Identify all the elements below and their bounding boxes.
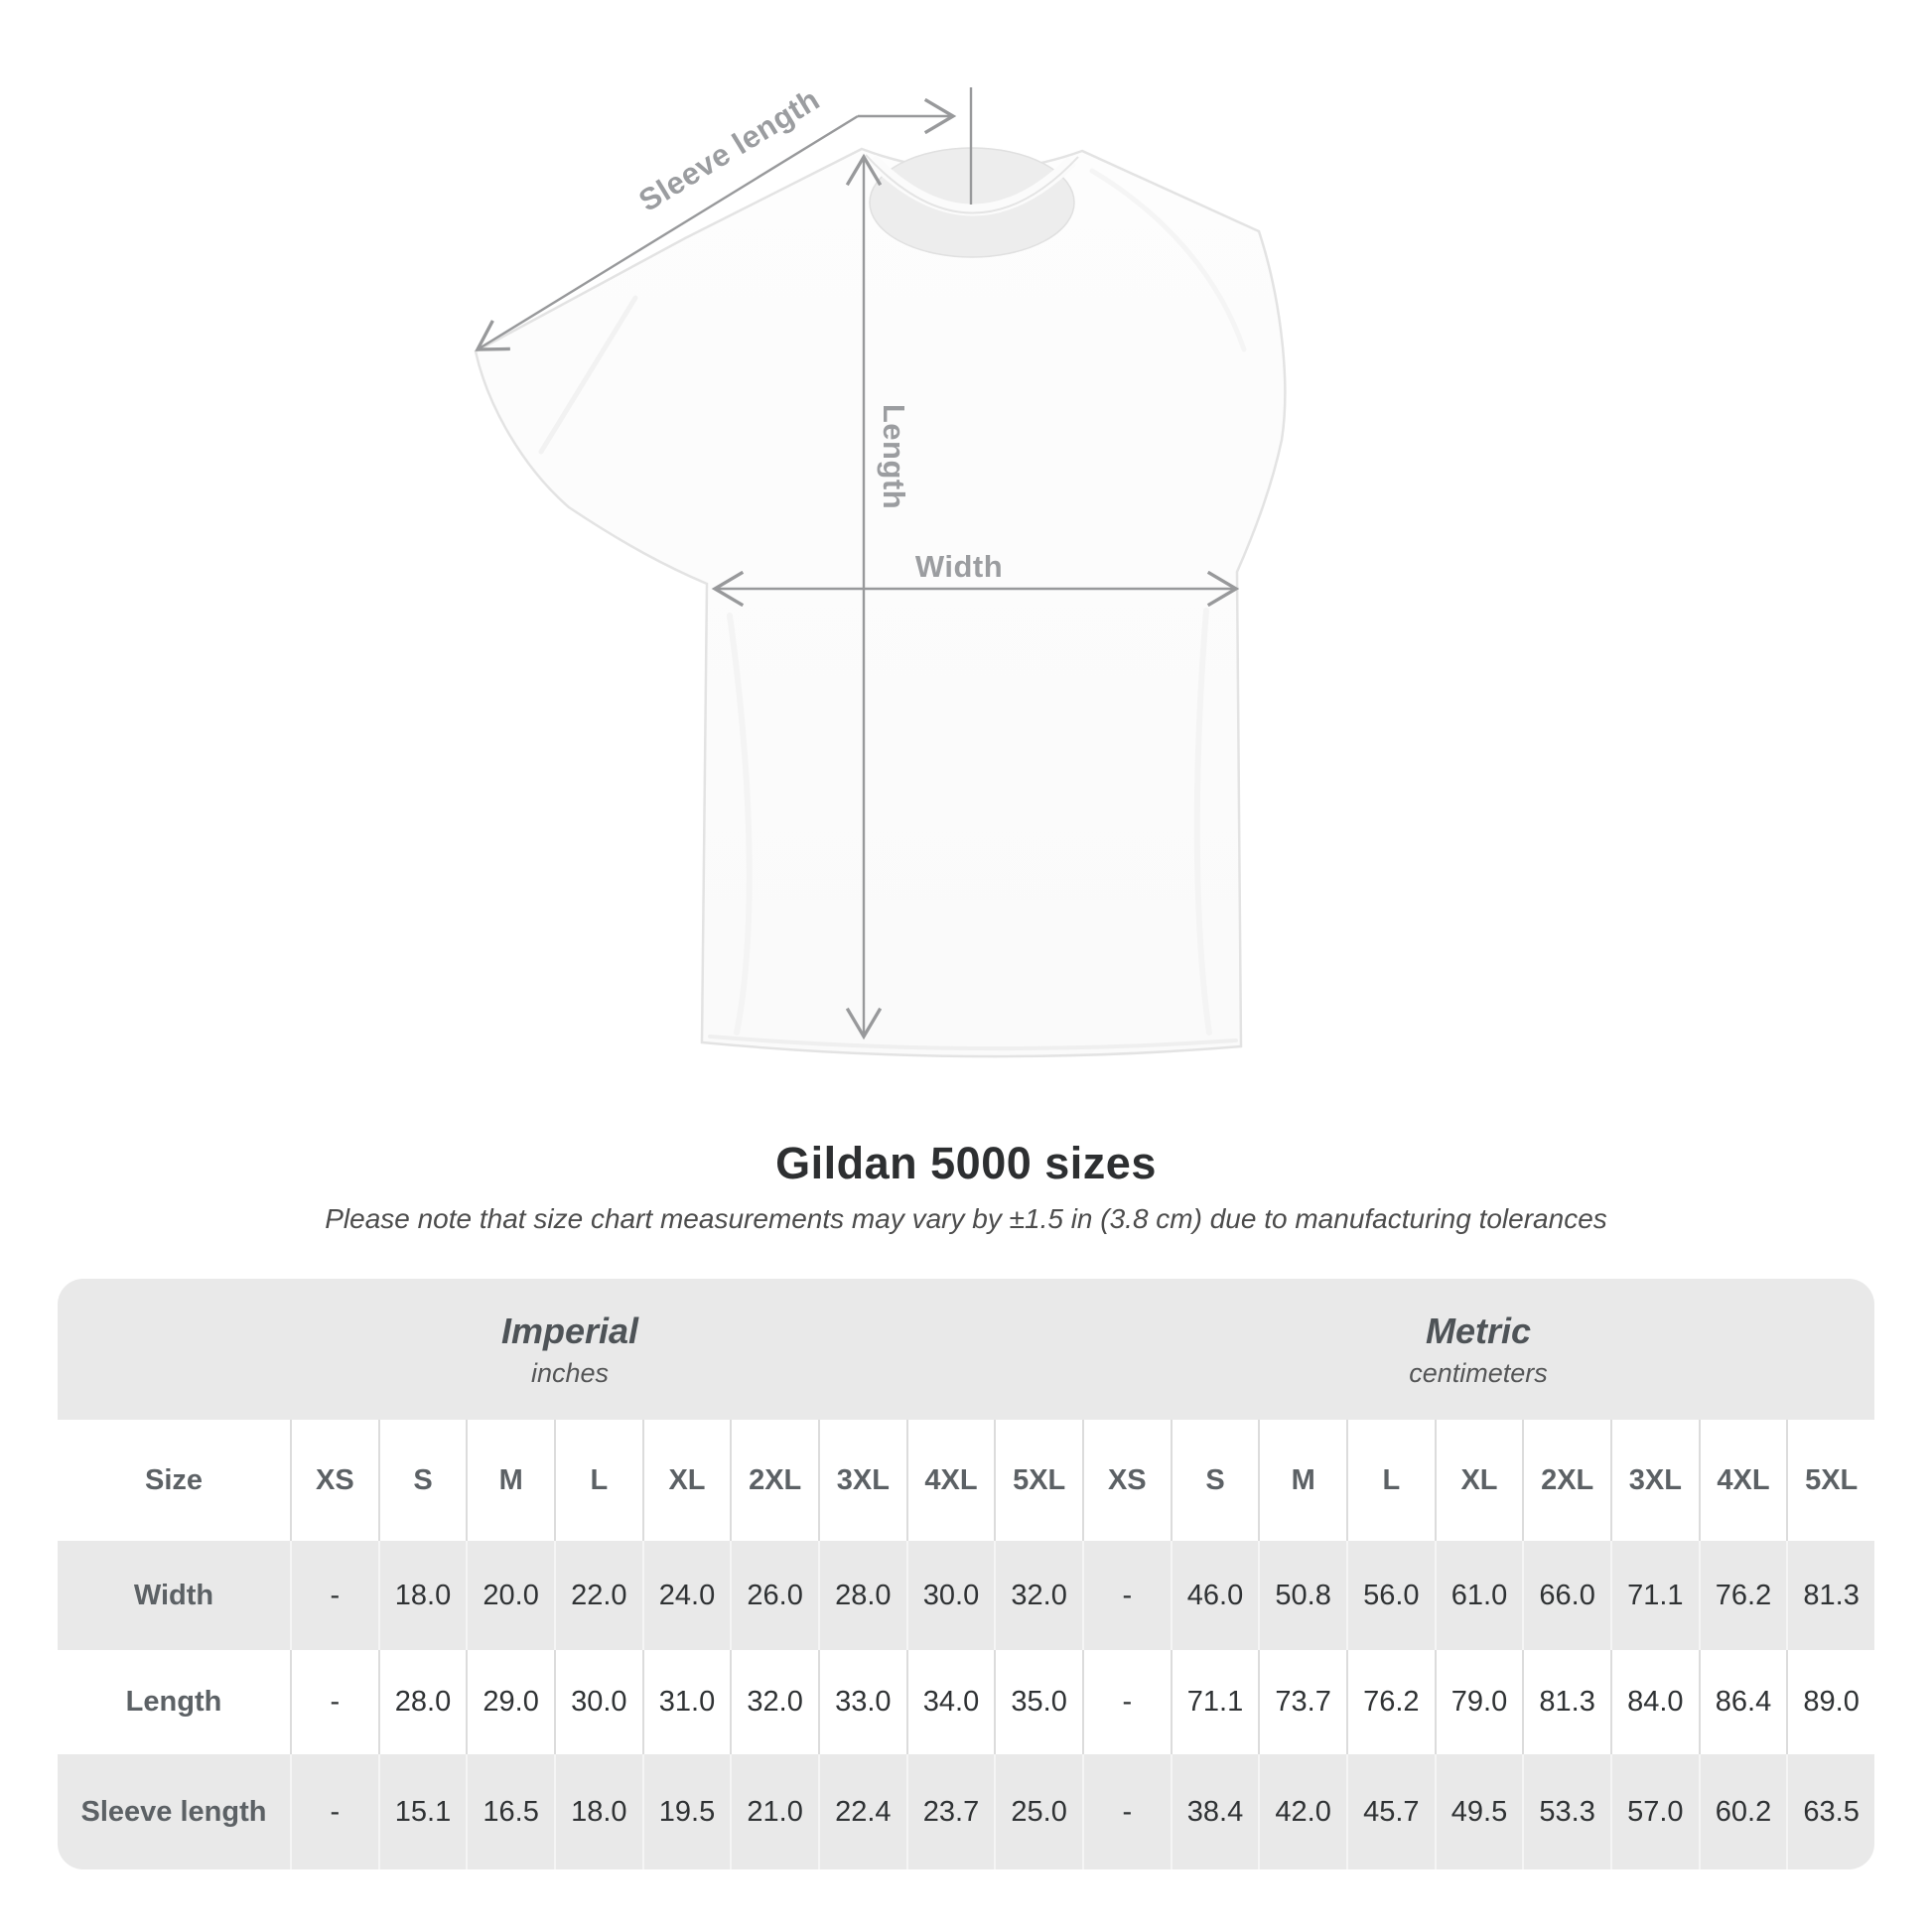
value-cell: 15.1 <box>377 1754 467 1869</box>
sleeve-length-arrow-diagonal <box>478 114 859 349</box>
value-cell: 53.3 <box>1522 1754 1610 1869</box>
value-cell: 32.0 <box>994 1541 1082 1650</box>
value-cell: 86.4 <box>1698 1650 1787 1754</box>
value-cell: 49.5 <box>1434 1754 1523 1869</box>
imperial-group-unit: inches <box>530 1357 610 1388</box>
row-label: Width <box>58 1541 290 1650</box>
value-cell: 76.2 <box>1345 1650 1435 1754</box>
value-cell: 18.0 <box>377 1541 467 1650</box>
header-cell: L <box>553 1420 642 1541</box>
measurement-lines <box>478 87 1236 1036</box>
value-cell: 60.2 <box>1698 1754 1787 1869</box>
row-label: Length <box>58 1650 290 1754</box>
value-cell: 89.0 <box>1786 1650 1874 1754</box>
header-cell: XL <box>641 1420 731 1541</box>
header-cell: 3XL <box>1609 1420 1699 1541</box>
value-cell: 50.8 <box>1258 1541 1346 1650</box>
value-cell: 81.3 <box>1786 1541 1874 1650</box>
value-cell: 45.7 <box>1345 1754 1435 1869</box>
header-cell: 4XL <box>905 1420 995 1541</box>
length-label: Length <box>877 404 911 509</box>
value-cell: 30.0 <box>905 1541 995 1650</box>
value-cell: 32.0 <box>730 1650 818 1754</box>
value-cell: 61.0 <box>1434 1541 1523 1650</box>
value-cell: 71.1 <box>1170 1650 1259 1754</box>
header-cell: 4XL <box>1698 1420 1787 1541</box>
header-cell: XS <box>1081 1420 1171 1541</box>
value-cell: 19.5 <box>641 1754 731 1869</box>
header-cell: M <box>1258 1420 1346 1541</box>
value-cell: - <box>290 1754 378 1869</box>
header-cell: 2XL <box>1522 1420 1610 1541</box>
value-cell: 79.0 <box>1434 1650 1523 1754</box>
value-cell: 34.0 <box>905 1650 995 1754</box>
value-cell: 18.0 <box>553 1754 642 1869</box>
value-cell: 22.0 <box>553 1541 642 1650</box>
tshirt-diagram: Sleeve length Length Width <box>474 81 1287 1058</box>
value-cell: - <box>1081 1754 1171 1869</box>
value-cell: 56.0 <box>1345 1541 1435 1650</box>
value-cell: 29.0 <box>466 1650 554 1754</box>
tolerance-note: Please note that size chart measurements… <box>325 1203 1607 1234</box>
value-cell: 28.0 <box>817 1541 906 1650</box>
value-cell: 76.2 <box>1698 1541 1787 1650</box>
header-cell: S <box>1170 1420 1259 1541</box>
value-cell: 73.7 <box>1258 1650 1346 1754</box>
value-cell: 33.0 <box>817 1650 906 1754</box>
value-cell: 46.0 <box>1170 1541 1259 1650</box>
metric-group-unit: centimeters <box>1409 1357 1548 1388</box>
value-cell: 28.0 <box>377 1650 467 1754</box>
tshirt-illustration <box>474 147 1287 1058</box>
row-label: Sleeve length <box>58 1754 290 1869</box>
value-cell: 66.0 <box>1522 1541 1610 1650</box>
header-cell: S <box>377 1420 467 1541</box>
page-title: Gildan 5000 sizes <box>775 1138 1157 1188</box>
value-cell: 81.3 <box>1522 1650 1610 1754</box>
value-cell: 35.0 <box>994 1650 1082 1754</box>
value-cell: 21.0 <box>730 1754 818 1869</box>
size-column-header: Size <box>58 1420 290 1541</box>
header-cell: 3XL <box>817 1420 906 1541</box>
header-cell: L <box>1345 1420 1435 1541</box>
value-cell: 31.0 <box>641 1650 731 1754</box>
header-cell: 5XL <box>1786 1420 1874 1541</box>
value-cell: - <box>290 1541 378 1650</box>
value-cell: 71.1 <box>1609 1541 1699 1650</box>
value-cell: - <box>1081 1541 1171 1650</box>
value-cell: 16.5 <box>466 1754 554 1869</box>
header-cell: XS <box>290 1420 378 1541</box>
header-cell: M <box>466 1420 554 1541</box>
value-cell: 30.0 <box>553 1650 642 1754</box>
value-cell: 38.4 <box>1170 1754 1259 1869</box>
size-table: Imperial inches Metric centimeters Size … <box>58 1279 1874 1869</box>
value-cell: 26.0 <box>730 1541 818 1650</box>
metric-group-name: Metric <box>1425 1310 1531 1351</box>
header-cell: 5XL <box>994 1420 1082 1541</box>
value-cell: 84.0 <box>1609 1650 1699 1754</box>
value-cell: - <box>290 1650 378 1754</box>
imperial-group-header: Imperial inches <box>58 1279 1082 1420</box>
imperial-group-name: Imperial <box>500 1310 639 1351</box>
value-cell: 42.0 <box>1258 1754 1346 1869</box>
header-cell: 2XL <box>730 1420 818 1541</box>
metric-group-header: Metric centimeters <box>1081 1279 1874 1420</box>
value-cell: 22.4 <box>817 1754 906 1869</box>
header-cell: XL <box>1434 1420 1523 1541</box>
value-cell: - <box>1081 1650 1171 1754</box>
value-cell: 57.0 <box>1609 1754 1699 1869</box>
value-cell: 24.0 <box>641 1541 731 1650</box>
value-cell: 25.0 <box>994 1754 1082 1869</box>
value-cell: 20.0 <box>466 1541 554 1650</box>
width-label: Width <box>915 549 1003 584</box>
value-cell: 63.5 <box>1786 1754 1874 1869</box>
value-cell: 23.7 <box>905 1754 995 1869</box>
